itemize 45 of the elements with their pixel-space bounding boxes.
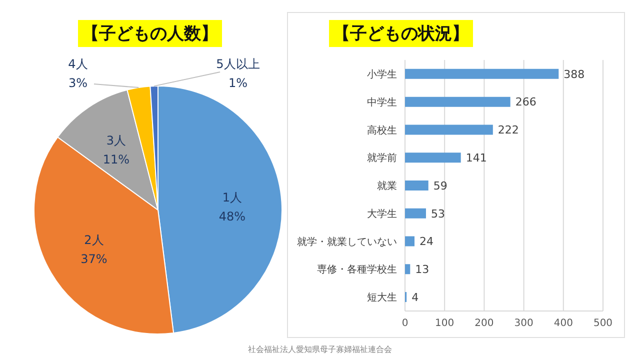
data-label: 13 — [415, 263, 430, 276]
data-label: 24 — [420, 235, 434, 248]
y-tick-label: 就業 — [377, 180, 397, 192]
slice-label: 3人 — [106, 133, 126, 148]
bar — [405, 264, 410, 274]
bar — [405, 180, 428, 190]
y-tick-label: 大学生 — [367, 208, 397, 220]
data-label: 3% — [68, 76, 88, 90]
bar — [405, 236, 415, 246]
data-label: 48% — [218, 209, 246, 224]
y-tick-label: 小学生 — [367, 68, 397, 80]
data-label: 141 — [466, 151, 487, 164]
slice-label: 4人 — [68, 57, 88, 71]
x-tick-label: 300 — [514, 318, 534, 330]
y-tick-label: 就学・就業していない — [297, 236, 397, 248]
y-tick-label: 就学前 — [367, 152, 397, 164]
y-tick-label: 専修・各種学校生 — [317, 264, 397, 276]
slice-label: 5人以上 — [216, 57, 260, 71]
data-label: 11% — [102, 152, 130, 166]
data-label: 222 — [498, 124, 519, 137]
y-tick-label: 短大生 — [367, 292, 397, 304]
data-label: 4 — [412, 290, 419, 304]
data-label: 37% — [80, 252, 108, 266]
chart-title: 【子どもの人数】 — [78, 20, 222, 47]
y-tick-label: 中学生 — [367, 96, 397, 108]
slice-label: 1人 — [222, 190, 242, 204]
data-label: 59 — [433, 179, 448, 192]
bar — [405, 208, 426, 218]
bar — [405, 124, 493, 135]
x-tick-label: 400 — [554, 318, 573, 330]
y-tick-label: 高校生 — [367, 124, 397, 136]
x-tick-label: 100 — [435, 318, 454, 330]
slice-label: 2人 — [84, 232, 104, 247]
x-tick-label: 200 — [474, 318, 494, 330]
bar — [405, 68, 559, 79]
data-label: 1% — [228, 76, 248, 90]
data-label: 53 — [430, 207, 445, 220]
data-label: 388 — [564, 68, 585, 81]
x-tick-label: 0 — [402, 318, 408, 330]
text: 社会福祉法人愛知県母子寡婦福祉連合会 — [247, 344, 393, 355]
data-label: 266 — [515, 96, 536, 109]
chart-title: 【子どもの状況】 — [329, 20, 473, 47]
bar — [405, 152, 461, 163]
bar — [405, 96, 510, 107]
x-tick-label: 500 — [593, 318, 613, 330]
